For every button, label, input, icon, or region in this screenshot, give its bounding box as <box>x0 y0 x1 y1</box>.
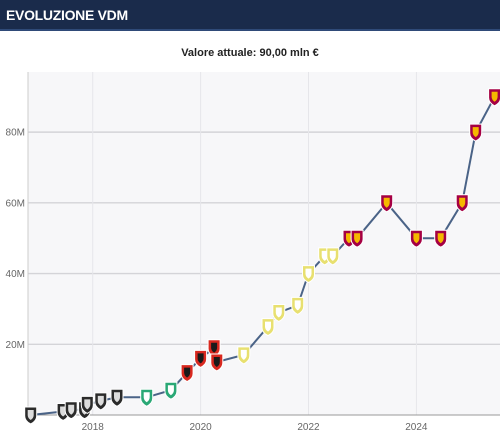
y-tick-label: 20M <box>6 340 25 351</box>
data-point-crest-icon <box>180 364 194 383</box>
data-point-crest-icon <box>56 403 70 422</box>
data-point-crest-icon <box>164 381 178 400</box>
data-point-crest-icon <box>210 353 224 372</box>
data-point-crest-icon <box>380 194 394 213</box>
data-point-crest-icon <box>24 406 38 425</box>
current-value-title: Valore attuale: 90,00 mln € <box>181 47 319 59</box>
data-point-crest-icon <box>302 265 315 284</box>
data-point-crest-icon <box>350 229 364 248</box>
header-bar: EVOLUZIONE VDM <box>0 0 500 31</box>
data-point-crest-icon <box>261 318 275 337</box>
data-point-crest-icon <box>110 388 124 407</box>
plot-area <box>28 72 500 415</box>
header-title: EVOLUZIONE VDM <box>6 7 128 23</box>
data-point-crest-icon <box>434 229 448 248</box>
data-point-crest-icon <box>469 123 483 142</box>
data-point-crest-icon <box>488 88 500 107</box>
data-point-crest-icon <box>140 388 154 407</box>
y-tick-label: 40M <box>6 269 25 280</box>
value-line <box>30 96 496 416</box>
data-point-crest-icon <box>94 392 108 411</box>
x-tick-label: 2024 <box>405 422 428 433</box>
data-point-crest-icon <box>409 229 423 248</box>
x-tick-label: 2022 <box>297 422 320 433</box>
x-tick-label: 2020 <box>189 422 212 433</box>
data-point-crest-icon <box>291 296 305 315</box>
data-point-crest-icon <box>272 304 286 323</box>
data-point-crest-icon <box>194 349 208 368</box>
data-point-crest-icon <box>237 346 251 365</box>
x-tick-label: 2018 <box>82 422 105 433</box>
y-tick-label: 80M <box>6 128 25 139</box>
data-point-crest-icon <box>326 247 340 266</box>
data-point-crest-icon <box>455 194 469 213</box>
y-tick-label: 60M <box>6 198 25 209</box>
data-point-crest-icon <box>64 401 78 420</box>
data-point-crest-icon <box>80 395 94 414</box>
